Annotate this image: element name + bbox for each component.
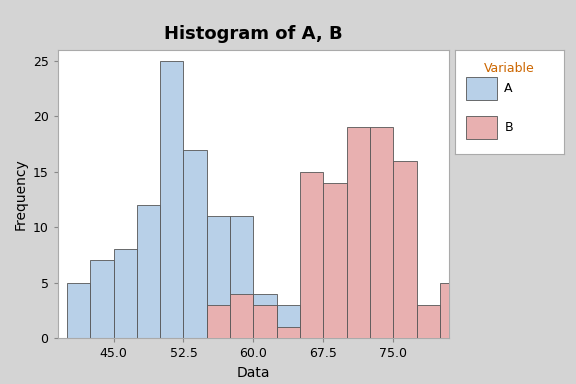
Bar (487, 327, 510, 338)
Bar (184, 150, 207, 338)
Bar (276, 327, 300, 338)
Bar (207, 216, 230, 338)
Bar (276, 305, 300, 338)
Bar (160, 61, 184, 338)
Bar (137, 205, 160, 338)
Bar (347, 127, 370, 338)
Bar (440, 283, 463, 338)
Text: Variable: Variable (484, 62, 535, 75)
X-axis label: Data: Data (237, 366, 270, 379)
FancyBboxPatch shape (466, 116, 497, 139)
Text: B: B (505, 121, 513, 134)
Bar (463, 305, 487, 338)
Bar (90, 260, 113, 338)
Bar (300, 172, 323, 338)
Text: A: A (505, 82, 513, 95)
Bar (370, 127, 393, 338)
Bar (416, 305, 440, 338)
Bar (113, 249, 137, 338)
FancyBboxPatch shape (466, 77, 497, 100)
Title: Histogram of A, B: Histogram of A, B (164, 25, 343, 43)
Bar (253, 305, 276, 338)
Bar (230, 294, 253, 338)
Y-axis label: Frequency: Frequency (13, 158, 27, 230)
Bar (67, 283, 90, 338)
Bar (393, 161, 416, 338)
Bar (253, 294, 276, 338)
Bar (230, 216, 253, 338)
Bar (323, 183, 347, 338)
Bar (207, 305, 230, 338)
